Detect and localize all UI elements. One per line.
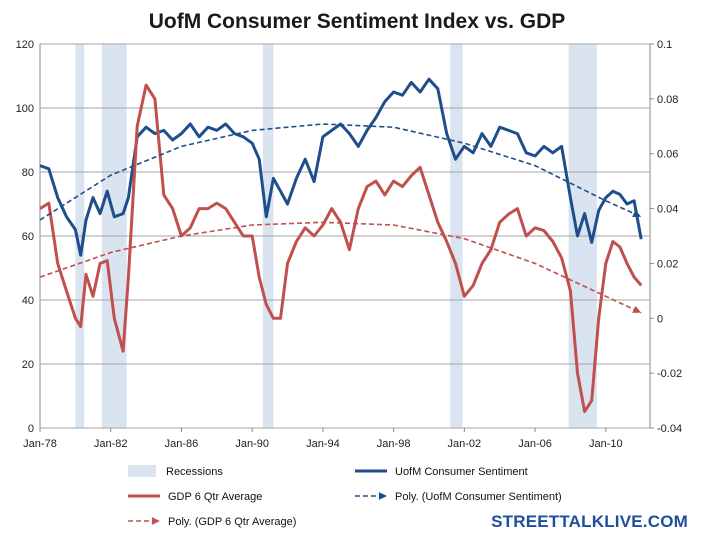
legend-swatch-recessions (128, 465, 156, 477)
y-right-tick-label: 0 (657, 313, 663, 325)
x-tick-label: Jan-86 (165, 438, 199, 450)
legend-label: Poly. (UofM Consumer Sentiment) (395, 491, 562, 503)
legend-arrowhead (378, 492, 387, 500)
series-line-poly-gdp-6-qtr-average (39, 221, 642, 314)
y-right-tick-label: 0.1 (657, 39, 672, 51)
trend-arrowhead (632, 305, 642, 313)
legend-arrowhead (151, 517, 160, 525)
y-left-tick-label: 100 (16, 103, 34, 115)
y-left-tick-label: 80 (22, 167, 34, 179)
legend-label: Recessions (166, 466, 223, 478)
y-right-tick-label: 0.04 (657, 204, 678, 216)
legend-label: Poly. (GDP 6 Qtr Average) (168, 516, 296, 528)
y-right-tick-label: 0.02 (657, 258, 678, 270)
series-line-poly-uofm-consumer-sentiment (39, 123, 642, 221)
y-left-tick-label: 40 (22, 295, 34, 307)
y-right-tick-label: -0.04 (657, 423, 682, 435)
y-right-tick-label: 0.08 (657, 94, 678, 106)
x-tick-label: Jan-94 (306, 438, 340, 450)
x-tick-label: Jan-78 (23, 438, 57, 450)
x-tick-label: Jan-90 (235, 438, 269, 450)
x-tick-label: Jan-82 (94, 438, 128, 450)
x-tick-label: Jan-02 (448, 438, 482, 450)
trend-arrowhead (632, 209, 642, 218)
y-left-tick-label: 120 (16, 39, 34, 51)
y-left-tick-label: 0 (28, 423, 34, 435)
watermark-text: STREETTALKLIVE.COM (491, 512, 688, 531)
y-left-tick-label: 20 (22, 359, 34, 371)
y-left-tick-label: 60 (22, 231, 34, 243)
legend-label: GDP 6 Qtr Average (168, 491, 262, 503)
x-tick-label: Jan-98 (377, 438, 411, 450)
x-tick-label: Jan-10 (589, 438, 623, 450)
y-right-tick-label: 0.06 (657, 149, 678, 161)
chart-title: UofM Consumer Sentiment Index vs. GDP (148, 10, 566, 33)
x-tick-label: Jan-06 (518, 438, 552, 450)
y-right-tick-label: -0.02 (657, 368, 682, 380)
legend-label: UofM Consumer Sentiment (395, 466, 528, 478)
series-line-uofm-consumer-sentiment (39, 77, 643, 257)
series-line-gdp-6-qtr-average (39, 83, 643, 413)
